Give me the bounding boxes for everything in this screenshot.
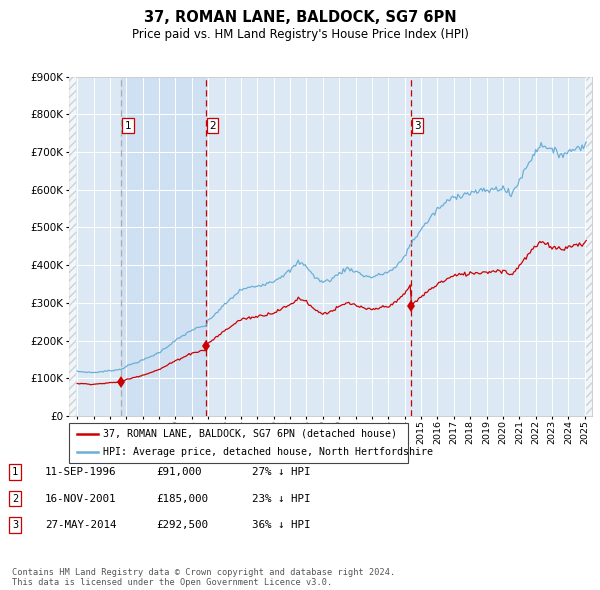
Text: 3: 3 [12,520,18,530]
Text: 27% ↓ HPI: 27% ↓ HPI [252,467,311,477]
Text: 23% ↓ HPI: 23% ↓ HPI [252,494,311,503]
Text: 37, ROMAN LANE, BALDOCK, SG7 6PN (detached house): 37, ROMAN LANE, BALDOCK, SG7 6PN (detach… [103,429,397,439]
Text: £185,000: £185,000 [156,494,208,503]
FancyBboxPatch shape [69,423,408,463]
Text: 36% ↓ HPI: 36% ↓ HPI [252,520,311,530]
Text: 1: 1 [124,121,131,131]
Text: 1: 1 [12,467,18,477]
Text: 11-SEP-1996: 11-SEP-1996 [45,467,116,477]
Text: 2: 2 [209,121,216,131]
Text: £292,500: £292,500 [156,520,208,530]
Text: Price paid vs. HM Land Registry's House Price Index (HPI): Price paid vs. HM Land Registry's House … [131,28,469,41]
Text: 37, ROMAN LANE, BALDOCK, SG7 6PN: 37, ROMAN LANE, BALDOCK, SG7 6PN [143,10,457,25]
Text: 2: 2 [12,494,18,503]
Text: 27-MAY-2014: 27-MAY-2014 [45,520,116,530]
Text: Contains HM Land Registry data © Crown copyright and database right 2024.
This d: Contains HM Land Registry data © Crown c… [12,568,395,587]
Text: £91,000: £91,000 [156,467,202,477]
Text: 3: 3 [414,121,421,131]
Text: HPI: Average price, detached house, North Hertfordshire: HPI: Average price, detached house, Nort… [103,447,433,457]
Bar [121,77,206,416]
Text: 16-NOV-2001: 16-NOV-2001 [45,494,116,503]
